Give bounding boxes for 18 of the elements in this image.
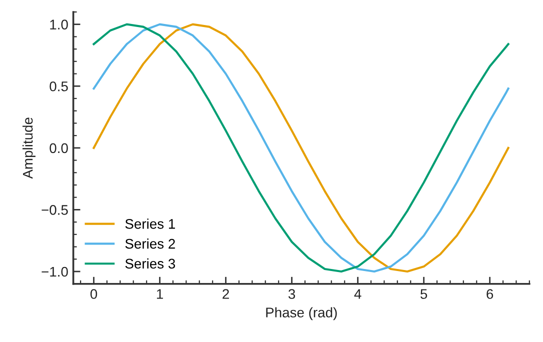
legend-label: Series 3	[125, 258, 176, 269]
y-axis-title: Amplitude	[22, 118, 36, 179]
x-tick-label: 1	[156, 289, 163, 299]
y-tick-label: 0.5	[50, 81, 68, 92]
y-tick-label: 1.0	[50, 20, 68, 30]
x-axis-title: Phase (rad)	[266, 307, 337, 320]
x-tick-label: 2	[222, 289, 229, 299]
line-series	[92, 23, 510, 273]
legend-label: Series 1	[125, 218, 175, 229]
y-tick-label: −1.0	[42, 266, 68, 277]
x-tick-label: 0	[90, 289, 98, 299]
legend-label: Series 2	[125, 238, 175, 249]
x-tick-label: 6	[486, 289, 494, 299]
x-tick-label: 5	[420, 289, 428, 299]
x-tick-label: 3	[288, 289, 296, 299]
x-tick-label: 4	[354, 289, 362, 299]
y-tick-label: −0.5	[42, 205, 68, 215]
y-tick-label: 0.0	[50, 143, 68, 154]
